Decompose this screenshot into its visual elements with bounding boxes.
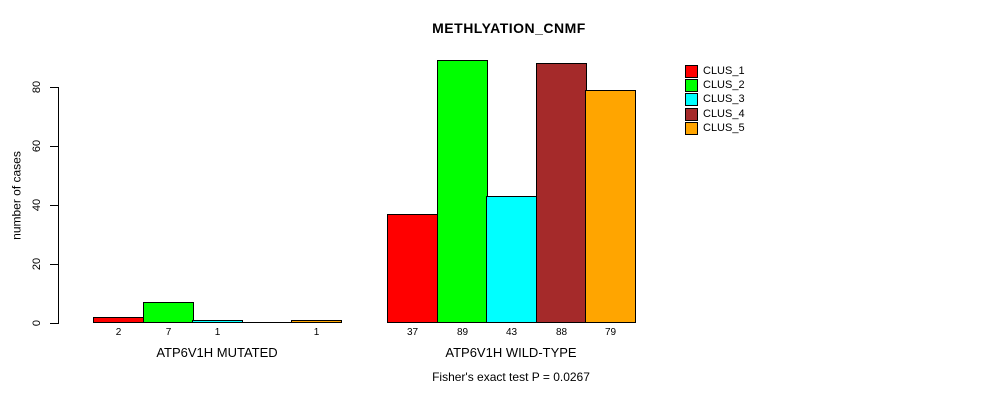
legend-swatch-clus_1 bbox=[685, 65, 698, 78]
legend-swatch-clus_5 bbox=[685, 122, 698, 135]
bar-clus_4-group1 bbox=[536, 63, 587, 323]
bar-clus_3-group1 bbox=[486, 196, 537, 323]
bar-clus_1-group0 bbox=[93, 317, 144, 323]
bar-value-label: 79 bbox=[604, 327, 617, 338]
legend-swatch-clus_2 bbox=[685, 79, 698, 92]
y-axis-tick bbox=[50, 205, 58, 206]
bar-clus_2-group0 bbox=[143, 302, 194, 323]
x-category-label-wild-type: ATP6V1H WILD-TYPE bbox=[445, 345, 577, 360]
y-axis-tick bbox=[50, 87, 58, 88]
x-category-label-mutated: ATP6V1H MUTATED bbox=[156, 345, 278, 360]
y-axis-tick-label: 40 bbox=[31, 198, 43, 212]
y-axis-tick bbox=[50, 264, 58, 265]
bar-value-label: 88 bbox=[555, 327, 568, 338]
bar-clus_5-group1 bbox=[585, 90, 636, 323]
y-axis-tick-label: 0 bbox=[31, 319, 43, 327]
chart-title: METHLYATION_CNMF bbox=[432, 20, 586, 36]
bar-clus_2-group1 bbox=[437, 60, 488, 323]
y-axis-tick-label: 60 bbox=[31, 139, 43, 153]
legend-swatch-clus_4 bbox=[685, 108, 698, 121]
legend-swatch-clus_3 bbox=[685, 93, 698, 106]
y-axis-tick-label: 20 bbox=[31, 257, 43, 271]
y-axis-tick-label: 80 bbox=[31, 80, 43, 94]
bar-value-label: 43 bbox=[505, 327, 518, 338]
legend-label-clus_1: CLUS_1 bbox=[703, 65, 745, 77]
bar-value-label: 37 bbox=[406, 327, 419, 338]
legend-label-clus_5: CLUS_5 bbox=[703, 122, 745, 134]
y-axis-label: number of cases bbox=[9, 151, 24, 240]
legend-label-clus_2: CLUS_2 bbox=[703, 79, 745, 91]
fisher-test-annotation: Fisher's exact test P = 0.0267 bbox=[432, 370, 590, 384]
bar-value-label: 1 bbox=[313, 327, 320, 338]
y-axis-line bbox=[58, 87, 59, 324]
bar-clus_4-group0-zero bbox=[242, 322, 293, 323]
bar-value-label: 2 bbox=[115, 327, 122, 338]
bar-clus_5-group0 bbox=[291, 320, 342, 323]
bar-value-label: 1 bbox=[214, 327, 221, 338]
bar-value-label: 7 bbox=[165, 327, 172, 338]
bar-value-label: 89 bbox=[456, 327, 469, 338]
legend-label-clus_3: CLUS_3 bbox=[703, 93, 745, 105]
bar-clus_1-group1 bbox=[387, 214, 438, 323]
bar-clus_3-group0 bbox=[192, 320, 243, 323]
y-axis-tick bbox=[50, 323, 58, 324]
y-axis-tick bbox=[50, 146, 58, 147]
legend-label-clus_4: CLUS_4 bbox=[703, 108, 745, 120]
